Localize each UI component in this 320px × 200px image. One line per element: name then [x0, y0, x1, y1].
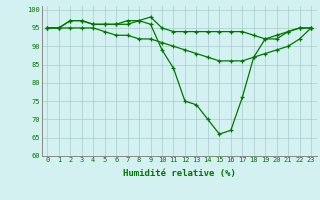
X-axis label: Humidité relative (%): Humidité relative (%) [123, 169, 236, 178]
